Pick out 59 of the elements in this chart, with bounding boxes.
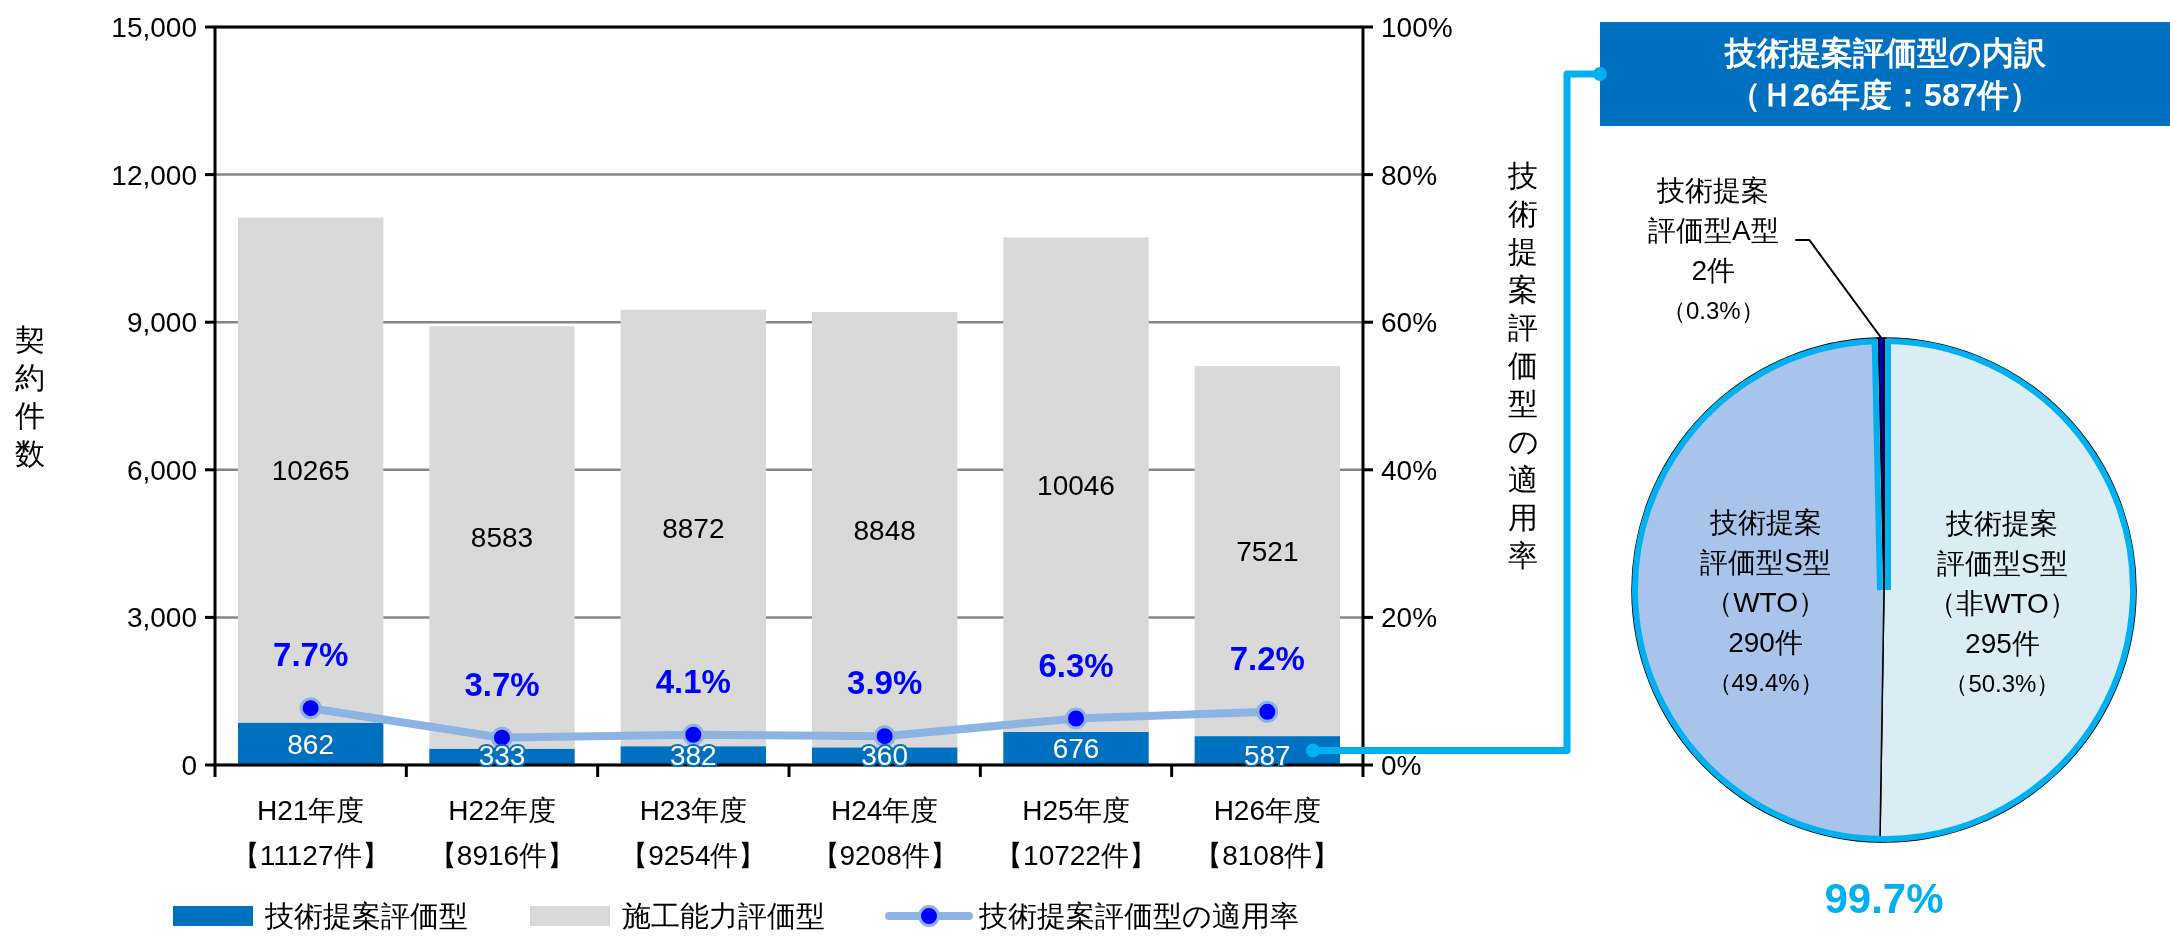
y-tick-label: 15,000 — [111, 11, 197, 43]
data-label: 295件（50.3%） — [1944, 627, 2061, 697]
point — [1065, 707, 1087, 730]
point — [299, 697, 322, 720]
data-label: 8872 — [662, 512, 725, 544]
y-tick-label: 9,000 — [126, 306, 197, 338]
data-label: 8848 — [853, 514, 916, 546]
y-tick-label: 12,000 — [111, 159, 197, 191]
y2-tick-label: 0% — [1381, 749, 1422, 781]
data-label: 6.3% — [1038, 646, 1114, 684]
point — [1256, 700, 1279, 723]
bar — [811, 311, 958, 748]
point — [873, 725, 896, 748]
data-label: 7521 — [1236, 535, 1299, 567]
data-label: 3.7% — [464, 665, 540, 703]
data-label: 3.9% — [847, 663, 923, 701]
y2-tick-label: 40% — [1381, 454, 1438, 486]
x-tick-label: H22年度【8916件】 — [428, 794, 576, 870]
y-tick-label: 6,000 — [126, 454, 197, 486]
y2-tick-label: 60% — [1381, 306, 1438, 338]
bar — [237, 217, 384, 723]
y2-tick-label: 20% — [1381, 601, 1438, 633]
data-label: 4.1% — [655, 662, 731, 700]
legend-label: 技術提案評価型の適用率 — [978, 900, 1299, 932]
x-tick-label: H26年度【8108件】 — [1194, 794, 1341, 870]
x-tick-label: H24年度【9208件】 — [811, 794, 958, 870]
data-label: 10265 — [271, 454, 350, 486]
y2-tick-label: 80% — [1381, 159, 1438, 191]
y-tick-label: 0 — [181, 749, 197, 781]
chart-title: 技術提案評価型の内訳（Ｈ26年度：587件） — [1723, 35, 2047, 113]
slice-label: 技術提案評価型S型（非WTO） — [1928, 507, 2077, 619]
data-label: 862 — [287, 728, 335, 760]
data-label: 676 — [1052, 732, 1100, 764]
legend-label: 技術提案評価型 — [264, 900, 468, 932]
data-label: 7.2% — [1229, 639, 1305, 677]
x-tick-label: H25年度【10722件】 — [995, 794, 1157, 870]
slice-label: 技術提案評価型A型 — [1647, 174, 1779, 246]
data-label: 587 — [1243, 739, 1291, 771]
text: 99.7% — [1824, 874, 1944, 922]
data-label: 2件（0.3%） — [1661, 254, 1765, 324]
point — [682, 723, 705, 746]
slice-label: 技術提案評価型S型（WTO） — [1700, 506, 1831, 618]
data-label: 10046 — [1037, 469, 1115, 501]
data-label: 290件（49.4%） — [1707, 626, 1824, 696]
y-axis-title: 契約件数 — [15, 322, 45, 470]
bar — [1194, 366, 1341, 737]
y-tick-label: 3,000 — [126, 601, 197, 633]
y2-tick-label: 100% — [1381, 11, 1453, 43]
y2-axis-title: 技術提案評価型の適用率 — [1507, 158, 1539, 572]
x-tick-label: H23年度【9254件】 — [620, 794, 767, 870]
bar — [620, 309, 767, 747]
data-label: 382 — [669, 739, 717, 771]
data-label: 360 — [861, 739, 909, 771]
x-tick-label: H21年度【11127件】 — [231, 794, 390, 870]
data-label: 7.7% — [273, 635, 349, 673]
bar — [1003, 237, 1149, 732]
data-label: 8583 — [470, 521, 534, 553]
data-label: 333 — [478, 739, 526, 771]
legend-label: 施工能力評価型 — [622, 900, 825, 932]
